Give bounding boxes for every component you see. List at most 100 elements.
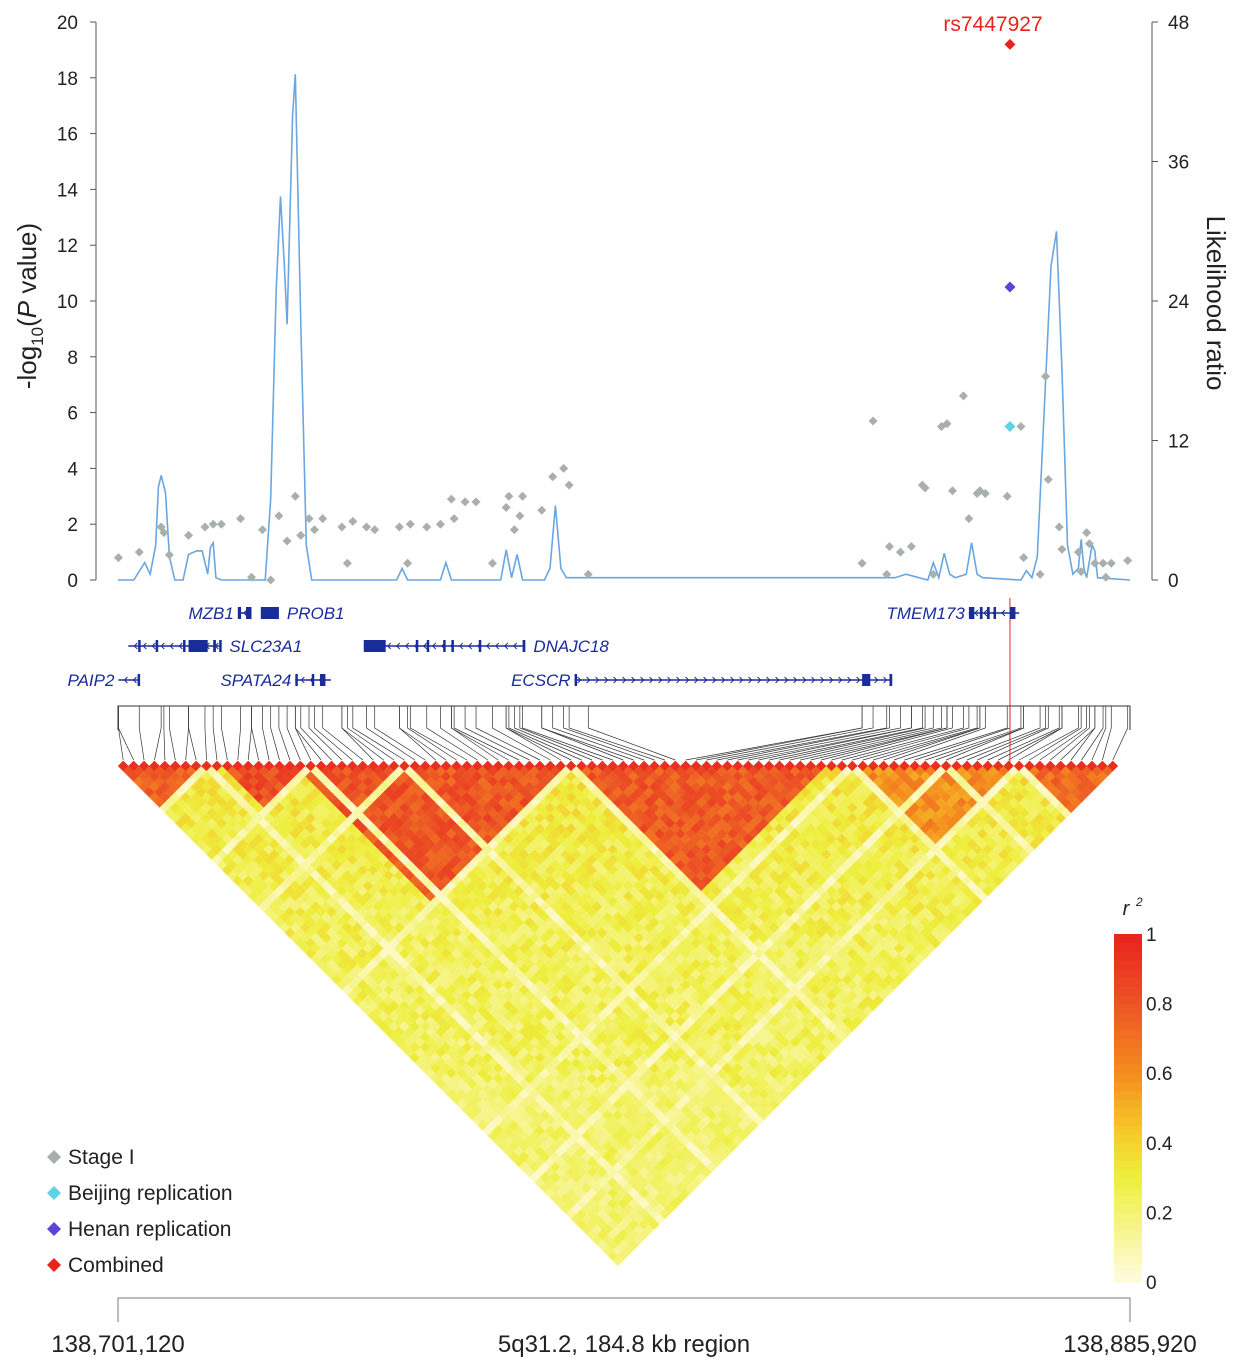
ld-connector-line [821,706,947,760]
ld-connector-line [476,706,540,760]
gene-label: ECSCR [511,671,571,690]
gene-exon [889,674,892,686]
gene-exon [238,607,241,619]
stage1-point [537,506,546,515]
left-tick-label: 16 [57,125,78,146]
stage1-point [472,497,481,506]
gene-exon [451,640,454,652]
stage1-point [337,522,346,531]
beijing-point [1004,421,1015,432]
stage1-point [274,511,283,520]
left-tick-label: 18 [57,69,78,90]
ld-connector-line [169,706,175,760]
ld-connector-line [189,706,197,760]
stage1-point [217,520,226,529]
ld-connector-line [213,706,217,760]
gene-label: MZB1 [188,604,233,623]
stage1-point [504,492,513,501]
left-tick-label: 8 [67,348,78,369]
ld-connector-line [252,706,259,760]
stage1-point [209,520,218,529]
stage1-point [548,472,557,481]
gene-exon [295,674,298,686]
ld-connector-line [154,706,161,760]
gene-exon [427,640,430,652]
stage1-point [502,503,511,512]
left-tick-label: 4 [67,459,78,480]
gene-label: PROB1 [287,604,345,623]
ld-connector-line [186,706,189,760]
stage1-point [518,492,527,501]
stage1-point [362,522,371,531]
ld-connector-frame [118,706,1130,730]
ld-connector-line [1082,706,1104,760]
right-tick-label: 12 [1168,432,1189,453]
stage1-point [515,511,524,520]
stage1-point [959,391,968,400]
gene-exon [969,607,974,619]
ld-connector-line [301,706,332,760]
ld-connector-line [998,706,1062,760]
combined-point [1004,39,1015,50]
gene-exon [138,674,141,686]
gene-exon [219,640,222,652]
stage1-point [291,492,300,501]
gene-exon [980,607,983,619]
stage1-point [200,522,209,531]
ld-connector-line [279,706,290,760]
left-tick-label: 14 [57,180,79,201]
stage1-point [236,514,245,523]
stage1-point [296,531,305,540]
stage1-point [422,522,431,531]
stage1-point [258,525,267,534]
gene-exon [364,640,386,652]
gene-exon [862,674,870,686]
gene-label: SLC23A1 [229,637,302,656]
stage1-point [1123,556,1132,565]
ld-connector-lines [118,706,1130,760]
gene-exon [183,640,186,652]
stage1-point [1107,559,1116,568]
stage1-point [436,520,445,529]
ld-connector-line [309,706,342,760]
stage1-point [1003,492,1012,501]
ld-connector-line [506,706,571,760]
gene-exon [261,607,279,619]
ld-connector-line [399,706,446,760]
ld-connector-line [1113,706,1128,760]
gene-exon [443,640,446,652]
stage1-point [184,531,193,540]
left-tick-label: 20 [57,13,78,34]
association-plot-area [114,39,1132,765]
left-tick-label: 10 [57,292,78,313]
ld-connector-line [164,706,165,760]
left-tick-label: 6 [67,404,78,425]
gene-label: DNAJC18 [533,637,609,656]
stage1-point [858,559,867,568]
right-tick-label: 48 [1168,13,1189,34]
stage1-point [348,517,357,526]
stage1-point [343,559,352,568]
ld-connector-line [205,706,207,760]
gene-exon [213,640,216,652]
ld-connector-line [1061,706,1095,760]
ld-connector-line [353,706,405,760]
stage1-point [1055,522,1064,531]
right-tick-label: 0 [1168,571,1179,592]
left-tick-label: 0 [67,571,78,592]
stage1-point [1057,545,1066,554]
stage1-point [565,481,574,490]
gene-exon [416,640,419,652]
colorbar-segment [1114,1273,1142,1282]
gene-label: TMEM173 [886,604,965,623]
gene-exon [312,674,315,686]
stage1-point [896,548,905,557]
gene-exon [156,640,159,652]
gene-exon [987,607,990,619]
stage1-point [1019,553,1028,562]
stage1-point [461,497,470,506]
